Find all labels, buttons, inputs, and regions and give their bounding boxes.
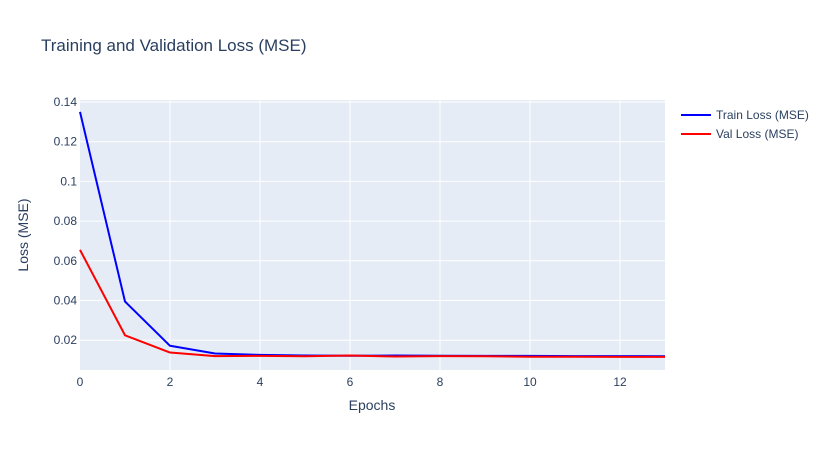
plot-area: [80, 100, 665, 370]
y-tick-label: 0.06: [54, 254, 78, 268]
y-axis-ticks: 0.02 0.04 0.06 0.08 0.1 0.12 0.14: [54, 95, 78, 347]
x-axis-title: Epochs: [349, 397, 396, 413]
y-tick-label: 0.02: [54, 333, 78, 347]
x-tick-label: 8: [437, 375, 444, 389]
y-tick-label: 0.12: [54, 135, 78, 149]
chart-title: Training and Validation Loss (MSE): [41, 36, 307, 55]
legend-label: Val Loss (MSE): [716, 127, 798, 141]
y-tick-label: 0.04: [54, 294, 78, 308]
legend[interactable]: Train Loss (MSE) Val Loss (MSE): [681, 108, 809, 141]
legend-item-val-loss[interactable]: Val Loss (MSE): [681, 127, 798, 141]
series-lines: [79, 111, 666, 358]
x-tick-label: 2: [167, 375, 174, 389]
y-tick-label: 0.1: [60, 174, 77, 188]
y-tick-label: 0.08: [54, 214, 78, 228]
x-tick-label: 4: [257, 375, 264, 389]
legend-item-train-loss[interactable]: Train Loss (MSE): [681, 108, 809, 122]
grid-lines: [80, 100, 665, 370]
legend-label: Train Loss (MSE): [716, 108, 809, 122]
y-tick-label: 0.14: [54, 95, 78, 109]
x-tick-label: 10: [523, 375, 537, 389]
x-axis-ticks: 0 2 4 6 8 10 12: [77, 375, 627, 389]
x-tick-label: 6: [347, 375, 354, 389]
series-line-val-loss: [79, 249, 665, 358]
x-tick-label: 0: [77, 375, 84, 389]
x-tick-label: 12: [613, 375, 627, 389]
y-axis-title: Loss (MSE): [15, 198, 31, 271]
